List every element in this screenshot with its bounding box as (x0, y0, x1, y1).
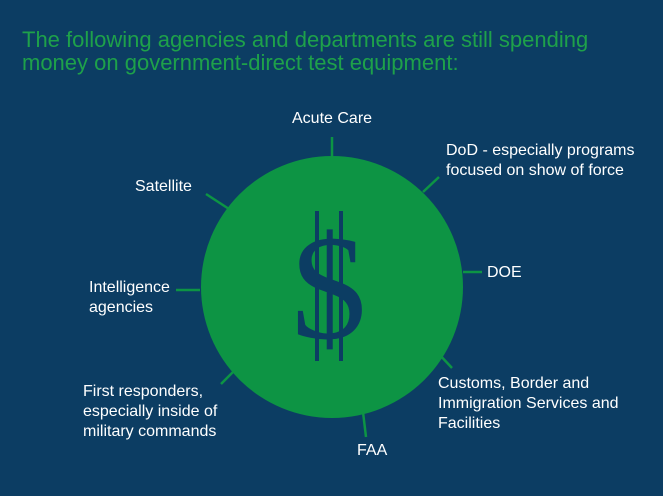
connector-satellite (205, 192, 230, 211)
central-money-circle (201, 156, 463, 418)
label-customs-border-immigration: Customs, Border and Immigration Services… (438, 375, 619, 432)
dollar-symbol: $ (292, 205, 367, 371)
label-first-responders: First responders, especially inside of m… (83, 383, 218, 440)
label-intelligence-agencies: Intelligence agencies (89, 279, 170, 316)
slide-heading: The following agencies and departments a… (22, 27, 589, 75)
label-dod: DoD - especially programs focused on sho… (446, 142, 635, 179)
label-faa: FAA (357, 442, 388, 459)
dollar-sign-icon: $ (292, 205, 367, 371)
connector-dod (422, 176, 440, 193)
label-satellite: Satellite (135, 178, 192, 195)
label-doe: DOE (487, 264, 522, 281)
connector-faa (361, 411, 368, 438)
label-acute-care: Acute Care (292, 110, 373, 127)
